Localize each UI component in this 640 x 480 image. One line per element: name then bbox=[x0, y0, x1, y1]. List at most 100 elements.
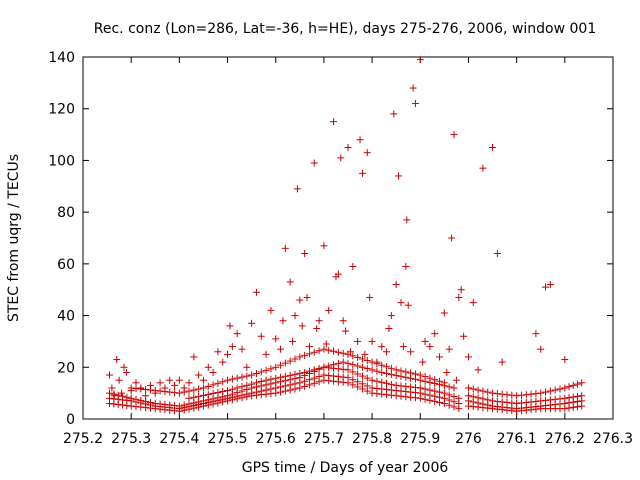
y-tick-label: 60 bbox=[57, 257, 75, 273]
data-point bbox=[378, 343, 386, 351]
data-point bbox=[315, 317, 323, 325]
data-point bbox=[387, 312, 395, 320]
data-point bbox=[450, 403, 458, 411]
data-point bbox=[354, 370, 362, 378]
x-tick-label: 275.9 bbox=[400, 431, 440, 447]
data-point bbox=[315, 365, 323, 373]
data-point bbox=[190, 386, 198, 394]
data-point bbox=[279, 317, 287, 325]
data-point bbox=[199, 391, 207, 399]
data-point bbox=[464, 353, 472, 361]
data-point bbox=[228, 343, 236, 351]
data-point bbox=[267, 365, 275, 373]
data-point bbox=[421, 337, 429, 345]
data-point bbox=[248, 392, 256, 400]
data-point bbox=[214, 399, 222, 407]
data-point bbox=[248, 371, 256, 379]
data-point bbox=[411, 394, 419, 402]
data-point bbox=[392, 371, 400, 379]
data-point bbox=[228, 396, 236, 404]
data-point bbox=[452, 376, 460, 384]
data-point bbox=[310, 159, 318, 167]
data-point bbox=[349, 352, 357, 360]
data-point bbox=[421, 395, 429, 403]
data-point bbox=[185, 387, 193, 395]
data-point bbox=[228, 385, 236, 393]
data-point bbox=[224, 387, 232, 395]
data-point bbox=[119, 401, 127, 409]
data-point bbox=[513, 392, 521, 400]
data-point bbox=[291, 312, 299, 320]
data-point bbox=[513, 407, 521, 415]
data-point bbox=[363, 149, 371, 157]
chart-title: Rec. conz (Lon=286, Lat=-36, h=HE), days… bbox=[94, 21, 596, 37]
data-point bbox=[171, 407, 179, 415]
data-point bbox=[569, 381, 577, 389]
data-point bbox=[479, 404, 487, 412]
data-point bbox=[219, 358, 227, 366]
data-point bbox=[373, 377, 381, 385]
data-point bbox=[320, 345, 328, 353]
data-point bbox=[436, 398, 444, 406]
data-point bbox=[190, 404, 198, 412]
data-point bbox=[303, 293, 311, 301]
data-point bbox=[542, 283, 550, 291]
data-point bbox=[383, 363, 391, 371]
data-point bbox=[474, 366, 482, 374]
data-point bbox=[204, 382, 212, 390]
data-point bbox=[161, 406, 169, 414]
data-point bbox=[315, 378, 323, 386]
data-point bbox=[233, 384, 241, 392]
x-tick-label: 276.2 bbox=[545, 431, 585, 447]
data-point bbox=[296, 353, 304, 361]
data-point bbox=[431, 330, 439, 338]
data-point bbox=[281, 372, 289, 380]
data-point bbox=[334, 270, 342, 278]
data-point bbox=[561, 356, 569, 364]
data-point bbox=[349, 381, 357, 389]
data-point bbox=[498, 406, 506, 414]
data-point bbox=[320, 242, 328, 250]
data-point bbox=[517, 391, 525, 399]
data-point bbox=[272, 389, 280, 397]
y-tick-label: 40 bbox=[57, 309, 75, 325]
data-point bbox=[361, 350, 369, 358]
data-point bbox=[339, 378, 347, 386]
data-point bbox=[440, 309, 448, 317]
data-point bbox=[286, 357, 294, 365]
data-point bbox=[450, 131, 458, 139]
data-point bbox=[354, 353, 362, 361]
data-point bbox=[257, 368, 265, 376]
data-point bbox=[464, 402, 472, 410]
data-point bbox=[339, 317, 347, 325]
data-point bbox=[404, 301, 412, 309]
data-point bbox=[195, 385, 203, 393]
data-point bbox=[368, 337, 376, 345]
data-point bbox=[267, 306, 275, 314]
data-point bbox=[474, 386, 482, 394]
data-point bbox=[527, 390, 535, 398]
data-point bbox=[313, 325, 321, 332]
data-point bbox=[378, 368, 386, 376]
data-point bbox=[248, 319, 256, 327]
data-point bbox=[397, 299, 405, 307]
data-point bbox=[238, 373, 246, 381]
data-point bbox=[349, 262, 357, 270]
data-point bbox=[185, 379, 193, 387]
data-point bbox=[199, 384, 207, 392]
data-point bbox=[450, 384, 458, 392]
data-point bbox=[431, 397, 439, 405]
x-tick-label: 275.5 bbox=[207, 431, 247, 447]
data-point bbox=[122, 368, 130, 376]
data-point bbox=[320, 376, 328, 384]
data-point bbox=[503, 406, 511, 414]
data-point bbox=[460, 332, 468, 340]
data-point bbox=[565, 383, 573, 391]
data-point bbox=[573, 403, 581, 411]
data-point bbox=[356, 136, 364, 144]
data-point bbox=[440, 399, 448, 407]
data-point bbox=[387, 364, 395, 372]
data-point bbox=[390, 110, 398, 118]
data-point bbox=[469, 403, 477, 411]
data-point bbox=[436, 381, 444, 389]
